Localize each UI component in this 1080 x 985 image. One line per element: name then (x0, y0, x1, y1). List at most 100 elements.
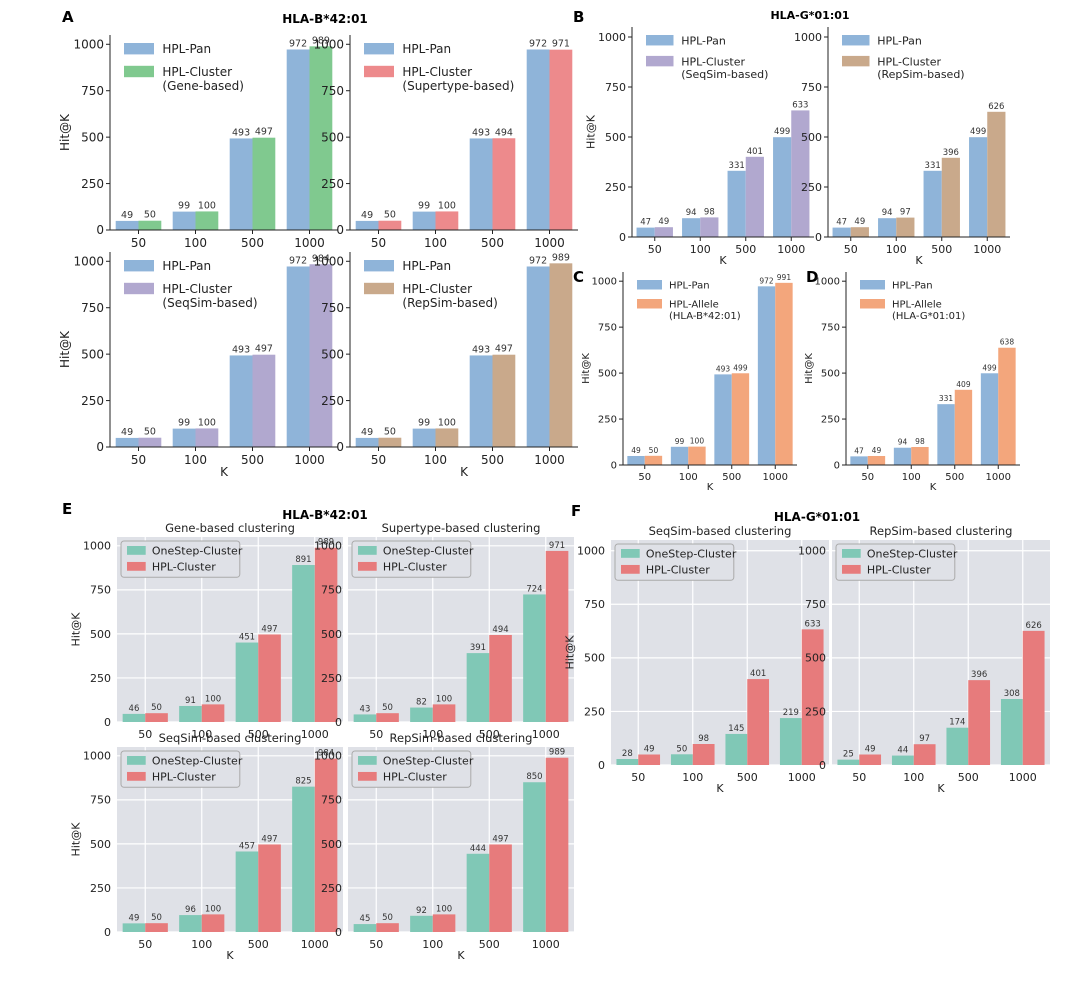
y-tick-label: 750 (81, 84, 104, 98)
bar-b1-s1-100 (700, 217, 719, 237)
bar-c-s0-100 (670, 446, 689, 465)
legend-label: HPL-Cluster (SeqSim-based) (162, 282, 257, 310)
x-tick-label: 1000 (534, 236, 565, 250)
legend-swatch (358, 771, 377, 781)
legend-swatch (358, 756, 377, 765)
data-label: 99 (178, 201, 190, 212)
data-label: 391 (470, 643, 486, 653)
data-label: 50 (151, 913, 162, 923)
legend-swatch (364, 260, 394, 272)
legend-label: HPL-Allele (HLA-B*42:01) (669, 300, 741, 323)
data-label: 308 (1004, 689, 1020, 699)
bar-d-s1-50 (867, 455, 886, 465)
bar-f2-s1-1000 (1022, 630, 1045, 765)
y-tick-label: 250 (81, 394, 104, 408)
legend-swatch (621, 549, 640, 558)
data-label: 49 (361, 427, 373, 438)
legend-swatch (364, 282, 394, 295)
data-label: 91 (185, 696, 196, 706)
legend-label: HPL-Pan (162, 259, 211, 273)
chart-c: 49 99 493 972 50 100 499 991 0 250 500 750 1000 50 100… (581, 272, 797, 493)
x-tick-label: 50 (631, 771, 645, 784)
legend-swatch (860, 280, 885, 290)
y-tick-label: 0 (815, 231, 822, 244)
bar-a1-s1-500 (252, 137, 276, 230)
bar-a4-s0-500 (469, 355, 493, 447)
bar-f1-s1-500 (747, 679, 770, 765)
bar-b1-s1-50 (654, 227, 673, 237)
y-tick-label: 500 (598, 369, 617, 380)
bar-d-s0-100 (893, 447, 912, 465)
data-label: 497 (495, 344, 513, 355)
chart-title: Gene-based clustering (165, 521, 295, 535)
legend-swatch (124, 260, 154, 272)
chart-title: SeqSim-based clustering (649, 524, 792, 538)
x-tick-label: 500 (737, 771, 758, 784)
data-label: 98 (698, 734, 709, 744)
bar-e4-s0-500 (466, 853, 490, 932)
bar-f1-s1-50 (638, 754, 661, 765)
y-tick-label: 1000 (73, 37, 104, 51)
y-tick-label: 500 (90, 838, 111, 851)
x-tick-label: 500 (241, 453, 264, 467)
data-label: 98 (915, 437, 925, 446)
x-tick-label: 1000 (294, 236, 325, 250)
bar-e3-s1-1000 (314, 758, 338, 932)
x-tick-label: 100 (679, 472, 698, 483)
data-label: 396 (971, 670, 987, 680)
panel-letter-c: C (573, 268, 584, 286)
bar-e3-s0-500 (235, 851, 259, 932)
bar-b2-s0-500 (923, 170, 942, 237)
bar-e2-s1-500 (489, 634, 512, 722)
bar-e1-s1-50 (145, 713, 168, 722)
x-tick-label: 100 (902, 472, 921, 483)
y-tick-label: 0 (96, 440, 104, 454)
data-label: 94 (898, 438, 908, 447)
legend-box (351, 540, 472, 578)
bar-e4-s0-1000 (523, 782, 546, 932)
data-label: 626 (988, 102, 1004, 112)
x-axis-label: K (457, 949, 465, 962)
x-tick-label: 100 (903, 771, 924, 784)
legend-swatch (637, 280, 662, 290)
y-tick-label: 1000 (794, 31, 822, 44)
bar-e2-s1-50 (376, 713, 399, 722)
bar-f1-s0-100 (670, 754, 693, 765)
x-tick-label: 1000 (1009, 771, 1037, 784)
group-title-f: HLA-G*01:01 (774, 510, 860, 524)
y-tick-label: 500 (321, 838, 342, 851)
y-tick-label: 500 (605, 131, 626, 144)
legend-swatch (842, 564, 861, 574)
legend: OneStep-Cluster HPL-Cluster (351, 540, 474, 578)
data-label: 499 (970, 127, 986, 137)
panel-letter-f: F (571, 502, 581, 520)
x-tick-label: 1000 (294, 453, 325, 467)
bar-c-s0-50 (627, 455, 645, 465)
bar-f2-s0-500 (946, 727, 969, 765)
y-tick-label: 1000 (592, 277, 617, 288)
data-label: 49 (121, 210, 133, 221)
x-tick-label: 50 (638, 472, 651, 483)
data-label: 99 (675, 437, 685, 446)
data-label: 219 (783, 708, 799, 718)
legend-label: HPL-Cluster (152, 561, 216, 574)
bar-e2-s0-100 (410, 707, 433, 722)
y-tick-label: 500 (321, 347, 344, 361)
bar-b2-s0-100 (878, 218, 897, 237)
y-axis-label: Hit@K (70, 822, 83, 857)
bar-b1-s1-1000 (791, 110, 810, 237)
bar-b2-s0-1000 (969, 137, 988, 237)
panel-letter-d: D (806, 268, 818, 286)
data-label: 96 (185, 905, 196, 915)
x-tick-label: 50 (371, 236, 386, 250)
legend: HPL-Pan HPL-Cluster (RepSim-based) (842, 34, 965, 81)
x-tick-label: 50 (131, 453, 146, 467)
x-tick-label: 50 (131, 236, 146, 250)
legend-label: HPL-Cluster (SeqSim-based) (681, 55, 768, 81)
legend-label: HPL-Cluster (383, 561, 447, 574)
y-tick-label: 750 (321, 84, 344, 98)
y-tick-label: 0 (598, 759, 605, 772)
y-axis-label: Hit@K (58, 113, 72, 151)
chart-d: 47 94 331 499 49 98 409 638 0 250 500 750 1000 50 100 5… (804, 272, 1020, 493)
